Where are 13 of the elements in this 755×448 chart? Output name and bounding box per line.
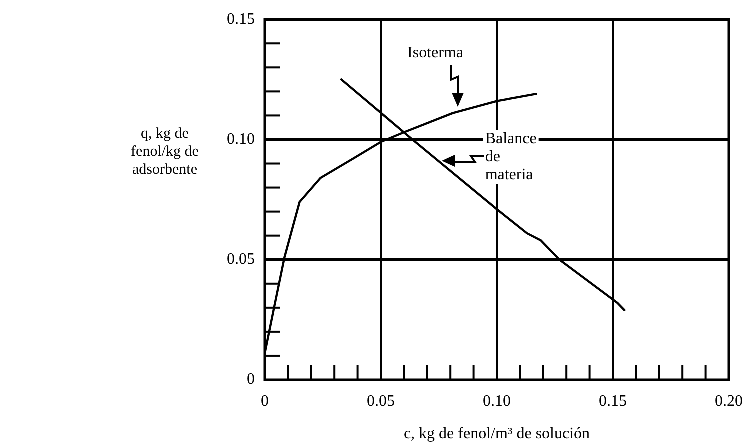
x-tick-label: 0: [261, 392, 269, 410]
y-tick-label: 0: [247, 371, 255, 388]
x-tick-label: 0.10: [483, 392, 511, 410]
y-tick-label: 0.15: [227, 10, 255, 28]
x-tick-label: 0.05: [367, 392, 395, 410]
x-axis-title: c, kg de fenol/m³ de solución: [404, 426, 590, 443]
x-tick-label: 0.15: [599, 392, 627, 410]
annotation: Balance de materia: [485, 130, 537, 184]
annotation: Isoterma: [408, 44, 464, 62]
x-tick-label: 0.20: [715, 392, 743, 410]
y-tick-label: 0.10: [227, 130, 255, 148]
y-axis-title: q, kg de fenol/kg de adsorbente: [130, 125, 200, 179]
y-tick-label: 0.05: [227, 251, 255, 268]
